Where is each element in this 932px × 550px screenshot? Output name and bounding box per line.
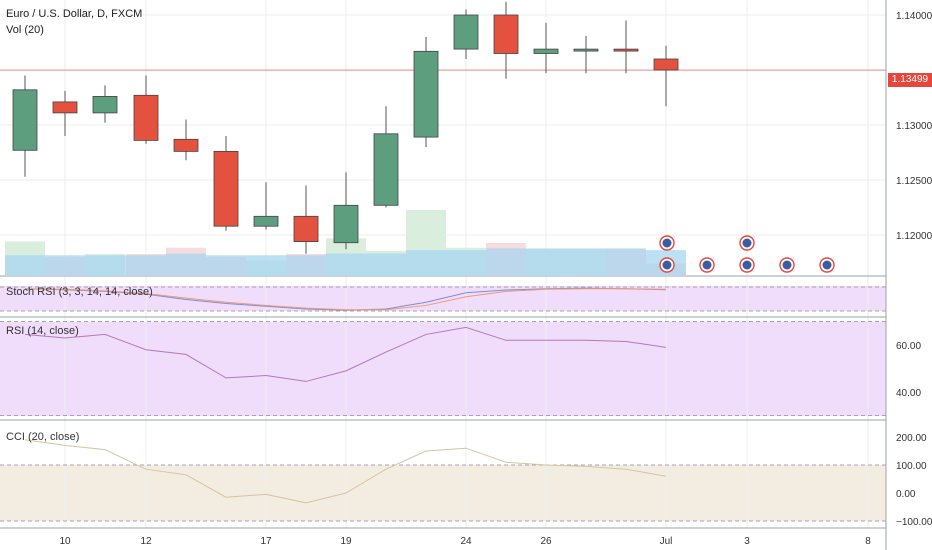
candle-body bbox=[533, 48, 559, 54]
last-price-label: 1.13499 bbox=[888, 73, 932, 87]
event-icon-flag bbox=[742, 260, 752, 270]
event-icon-flag bbox=[822, 260, 832, 270]
candle bbox=[133, 75, 159, 144]
rsi-tick-label: 60.00 bbox=[896, 341, 921, 352]
candle bbox=[573, 35, 599, 74]
x-tick-label: Jul bbox=[660, 536, 673, 547]
candle-body bbox=[493, 14, 519, 54]
candle bbox=[613, 20, 639, 74]
cci-tick-label: 0.00 bbox=[896, 489, 916, 500]
candle bbox=[533, 22, 559, 74]
candle bbox=[173, 119, 199, 161]
candle bbox=[493, 1, 519, 79]
candle-body bbox=[653, 58, 679, 71]
price-tick-label: 1.14000 bbox=[896, 11, 932, 22]
candle bbox=[293, 185, 319, 254]
stoch-rsi-title: Stoch RSI (3, 3, 14, 14, close) bbox=[6, 286, 153, 298]
stoch-rsi-line bbox=[25, 288, 667, 311]
event-markers bbox=[659, 235, 835, 273]
event-icon-flag bbox=[702, 260, 712, 270]
event-icon-flag bbox=[662, 260, 672, 270]
price-tick-label: 1.12500 bbox=[896, 176, 932, 187]
candle-body bbox=[373, 133, 399, 206]
volume-label: Vol (20) bbox=[6, 24, 44, 36]
candle-body bbox=[573, 48, 599, 52]
candle-body bbox=[613, 48, 639, 52]
cci-tick-label: 200.00 bbox=[896, 433, 927, 444]
candle-body bbox=[253, 215, 279, 227]
candle-body bbox=[92, 96, 118, 114]
x-tick-label: 26 bbox=[540, 536, 552, 547]
candle bbox=[653, 45, 679, 107]
rsi-band bbox=[0, 322, 886, 416]
candle bbox=[213, 136, 239, 231]
us-flag-event-icon bbox=[659, 235, 675, 251]
candles bbox=[12, 1, 679, 254]
candle bbox=[253, 182, 279, 230]
candle-body bbox=[12, 89, 38, 151]
cci-band bbox=[0, 465, 886, 521]
price-tick-label: 1.12000 bbox=[896, 231, 932, 242]
event-icon-flag bbox=[742, 238, 752, 248]
us-flag-event-icon bbox=[779, 257, 795, 273]
candle bbox=[373, 106, 399, 208]
x-tick-label: 19 bbox=[340, 536, 352, 547]
candle-body bbox=[52, 101, 78, 114]
rsi-title: RSI (14, close) bbox=[6, 325, 79, 337]
x-tick-label: 3 bbox=[744, 536, 750, 547]
price-tick-label: 1.13000 bbox=[896, 121, 932, 132]
candle-body bbox=[453, 14, 479, 50]
candle-body bbox=[413, 50, 439, 138]
candle bbox=[12, 75, 38, 177]
candle-body bbox=[293, 215, 319, 243]
us-flag-event-icon bbox=[659, 257, 675, 273]
candle bbox=[413, 37, 439, 147]
x-tick-label: 10 bbox=[59, 536, 71, 547]
cci-title: CCI (20, close) bbox=[6, 431, 80, 443]
us-flag-event-icon bbox=[699, 257, 715, 273]
cci-tick-label: 100.00 bbox=[896, 461, 927, 472]
candle-body bbox=[213, 150, 239, 227]
event-icon-flag bbox=[662, 238, 672, 248]
candle bbox=[453, 9, 479, 59]
stoch-rsi-line bbox=[24, 287, 667, 311]
candle-body bbox=[133, 94, 159, 141]
event-icon-flag bbox=[782, 260, 792, 270]
us-flag-event-icon bbox=[739, 235, 755, 251]
x-tick-label: 24 bbox=[460, 536, 472, 547]
cci-tick-label: −100.00 bbox=[896, 517, 932, 528]
candle-body bbox=[173, 138, 199, 152]
symbol-title: Euro / U.S. Dollar, D, FXCM bbox=[6, 8, 143, 20]
rsi-tick-label: 40.00 bbox=[896, 388, 921, 399]
candle-body bbox=[333, 204, 359, 244]
candle bbox=[92, 85, 118, 123]
x-tick-label: 12 bbox=[140, 536, 152, 547]
x-tick-label: 17 bbox=[260, 536, 272, 547]
candle bbox=[52, 90, 78, 136]
volume-ma-area bbox=[5, 248, 686, 276]
candle bbox=[333, 172, 359, 250]
us-flag-event-icon bbox=[819, 257, 835, 273]
us-flag-event-icon bbox=[739, 257, 755, 273]
rsi-line bbox=[24, 326, 667, 382]
cci-line bbox=[24, 439, 667, 504]
x-tick-label: 8 bbox=[865, 536, 871, 547]
